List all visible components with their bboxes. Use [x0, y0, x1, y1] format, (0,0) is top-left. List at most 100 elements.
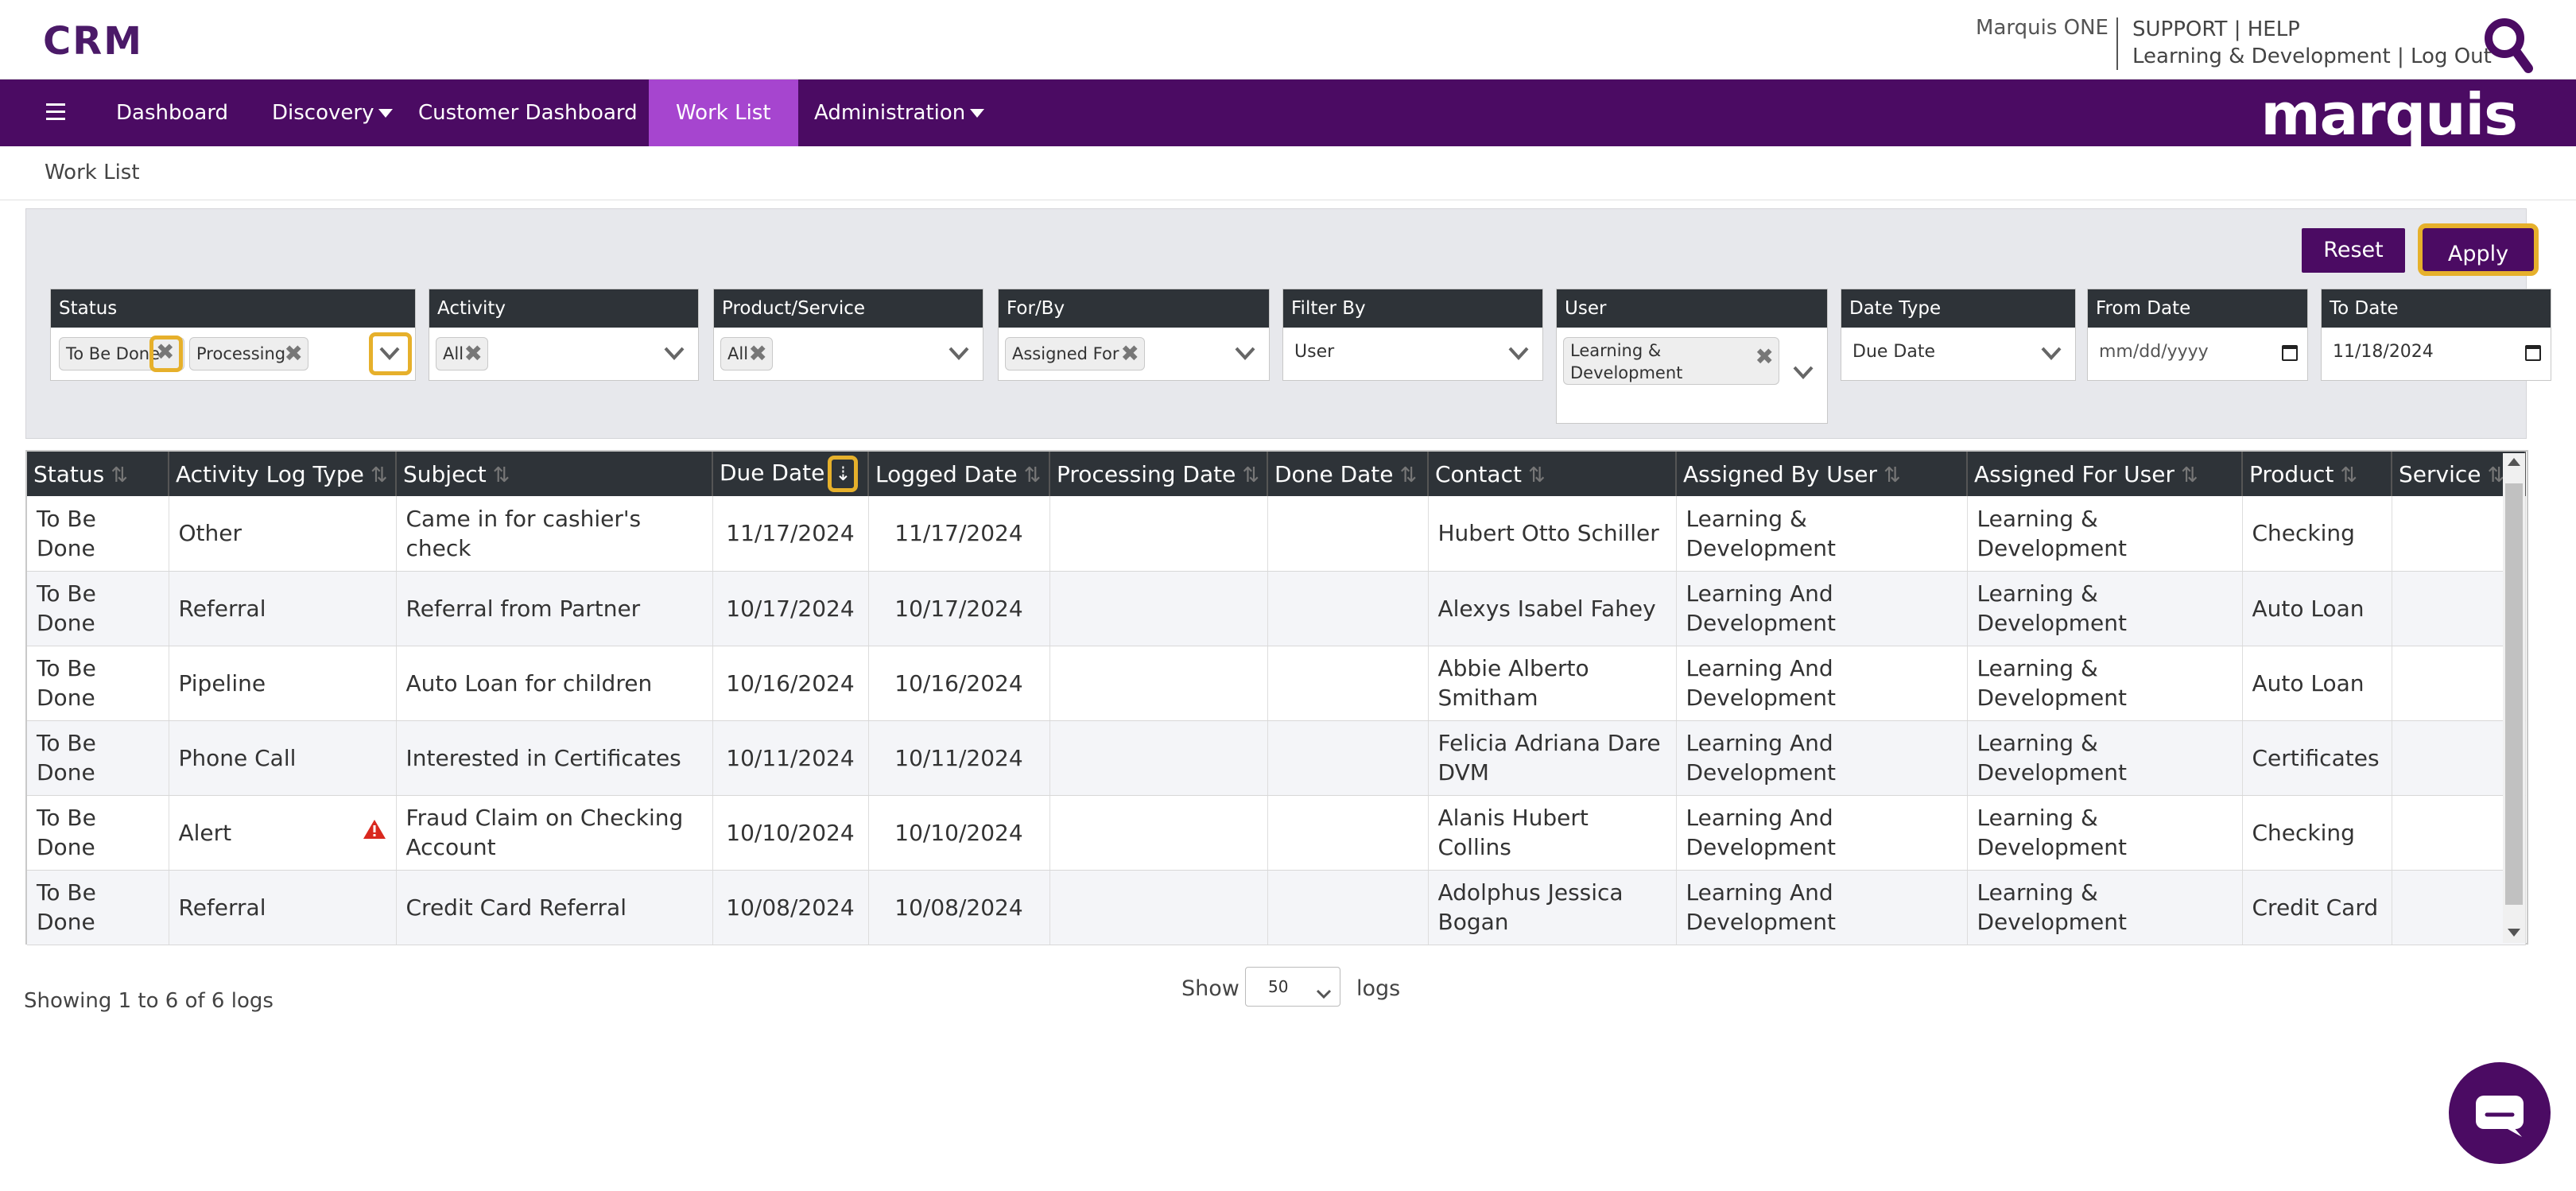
col-label: Done Date	[1274, 460, 1394, 487]
table-scrollbar[interactable]	[2503, 453, 2525, 943]
scroll-down-icon[interactable]	[2508, 929, 2520, 937]
cell-text: Learning & Development	[1977, 655, 2128, 711]
sort-icon[interactable]: ⇅	[370, 463, 388, 487]
for-by-select[interactable]: Assigned For ✖	[999, 328, 1269, 380]
table-row[interactable]: To Be Done Referral Credit Card Referral 10…	[27, 870, 2526, 945]
col-processing-date[interactable]: Processing Date ⇅	[1049, 452, 1268, 496]
chevron-down-icon[interactable]	[1234, 342, 1256, 364]
close-icon[interactable]: ✖	[1120, 340, 1139, 367]
cell-text: Auto Loan	[2252, 669, 2365, 696]
table-row[interactable]: To Be Done Alert Fraud Claim on Checking A…	[27, 795, 2526, 871]
close-icon[interactable]: ✖	[284, 340, 303, 367]
date-type-select[interactable]: Due Date	[1841, 328, 2075, 380]
cell-text: 10/08/2024	[726, 894, 855, 921]
nav-work-list[interactable]: Work List	[649, 80, 798, 146]
col-assigned-by-user[interactable]: Assigned By User ⇅	[1676, 452, 1968, 496]
search-icon[interactable]	[2479, 14, 2535, 75]
nav-dashboard[interactable]: Dashboard	[116, 80, 228, 146]
chevron-down-icon[interactable]	[1792, 361, 1814, 383]
from-date-filter: From Date mm/dd/yyyy	[2087, 289, 2308, 381]
sort-icon[interactable]: ⇅	[1884, 463, 1901, 487]
help-link[interactable]: HELP	[2247, 17, 2300, 41]
table-row[interactable]: To Be Done Phone Call Interested in Certif…	[27, 720, 2526, 796]
cell-text: Learning And Development	[1686, 730, 1837, 786]
cell-subject: Auto Loan for children	[396, 646, 713, 721]
selected-value: Due Date	[1852, 342, 1935, 362]
close-icon[interactable]: ✖	[156, 339, 175, 365]
table-row[interactable]: To Be Done Other Came in for cashier's che…	[27, 496, 2526, 572]
nav-label: Customer Dashboard	[418, 101, 638, 125]
col-activity-log-type[interactable]: Activity Log Type ⇅	[169, 452, 397, 496]
chat-button[interactable]	[2449, 1062, 2551, 1164]
cell-due-date: 10/08/2024	[712, 870, 869, 945]
apply-button[interactable]: Apply	[2418, 223, 2539, 276]
from-date-input[interactable]: mm/dd/yyyy	[2088, 328, 2307, 380]
to-date-input[interactable]: 11/18/2024	[2322, 328, 2551, 380]
sort-icon[interactable]: ⇅	[492, 463, 510, 487]
chevron-down-icon[interactable]	[378, 342, 401, 364]
sort-icon[interactable]: ⇅	[1242, 463, 1260, 487]
scroll-up-icon[interactable]	[2508, 458, 2520, 466]
calendar-icon[interactable]	[2282, 345, 2298, 361]
cell-text: Learning & Development	[1977, 805, 2128, 860]
cell-text: Alexys Isabel Fahey	[1437, 595, 1656, 622]
menu-icon[interactable]	[46, 103, 65, 122]
reset-button[interactable]: Reset	[2302, 228, 2405, 273]
cell-text: Learning & Development	[1977, 730, 2128, 786]
calendar-icon[interactable]	[2525, 345, 2541, 361]
col-logged-date[interactable]: Logged Date ⇅	[868, 452, 1050, 496]
page-size-value: 50	[1268, 977, 1289, 996]
sort-icon[interactable]: ⇅	[2487, 463, 2505, 487]
sort-icon[interactable]: ⇅	[2181, 463, 2198, 487]
cell-contact: Alanis Hubert Collins	[1428, 795, 1677, 871]
chevron-down-icon	[1316, 977, 1332, 1015]
user-link[interactable]: Learning & Development	[2132, 45, 2391, 68]
logout-link[interactable]: Log Out	[2411, 45, 2492, 68]
col-product[interactable]: Product ⇅	[2242, 452, 2392, 496]
col-subject[interactable]: Subject ⇅	[396, 452, 713, 496]
close-icon[interactable]: ✖	[748, 340, 767, 367]
cell-due-date: 10/17/2024	[712, 571, 869, 646]
sort-icon[interactable]: ⇅	[1527, 463, 1546, 487]
cell-contact: Adolphus Jessica Bogan	[1428, 870, 1677, 945]
col-contact[interactable]: Contact ⇅	[1428, 452, 1677, 496]
user-select[interactable]: Learning & Development ✖	[1557, 328, 1827, 423]
filter-by-select[interactable]: User	[1283, 328, 1542, 380]
status-filter: Status To Be Done ✖ Processing ✖	[50, 289, 416, 381]
chevron-down-icon[interactable]	[1507, 342, 1530, 364]
filter-label: User	[1557, 289, 1827, 328]
col-done-date[interactable]: Done Date ⇅	[1267, 452, 1429, 496]
chevron-down-icon[interactable]	[2040, 342, 2062, 364]
close-icon[interactable]: ✖	[1755, 343, 1774, 370]
col-status[interactable]: Status ⇅	[27, 452, 169, 496]
table-row[interactable]: To Be Done Referral Referral from Partner 1…	[27, 571, 2526, 646]
nav-customer-dashboard[interactable]: Customer Dashboard	[418, 80, 638, 146]
sort-desc-icon[interactable]: ⇣	[828, 456, 859, 492]
chevron-down-icon[interactable]	[948, 342, 970, 364]
table-row[interactable]: To Be Done Pipeline Auto Loan for children…	[27, 646, 2526, 721]
status-select[interactable]: To Be Done ✖ Processing ✖	[51, 328, 415, 380]
app-logo[interactable]: CRM	[43, 19, 143, 64]
cell-text: Learning And Development	[1686, 879, 1837, 935]
product-service-select[interactable]: All ✖	[714, 328, 983, 380]
col-due-date[interactable]: Due Date ⇣	[712, 452, 869, 496]
sort-icon[interactable]: ⇅	[2340, 463, 2358, 487]
sort-icon[interactable]: ⇅	[111, 463, 129, 487]
chevron-down-icon[interactable]	[663, 342, 685, 364]
activity-select[interactable]: All ✖	[429, 328, 698, 380]
nav-label: Work List	[676, 101, 771, 125]
page-size-select[interactable]: 50	[1245, 967, 1340, 1007]
sort-icon[interactable]: ⇅	[1023, 463, 1042, 487]
cell-assigned-by: Learning And Development	[1676, 795, 1968, 871]
date-placeholder: mm/dd/yyyy	[2099, 342, 2209, 362]
col-assigned-for-user[interactable]: Assigned For User ⇅	[1967, 452, 2243, 496]
nav-administration[interactable]: Administration	[814, 80, 985, 146]
cell-text: Learning And Development	[1686, 805, 1837, 860]
scroll-thumb[interactable]	[2505, 483, 2523, 905]
support-link[interactable]: SUPPORT	[2132, 17, 2228, 41]
cell-assigned-by: Learning And Development	[1676, 720, 1968, 796]
top-header: CRM Marquis ONE SUPPORT | HELP Learning …	[0, 0, 2576, 80]
nav-discovery[interactable]: Discovery	[272, 80, 394, 146]
close-icon[interactable]: ✖	[464, 340, 483, 367]
sort-icon[interactable]: ⇅	[1399, 463, 1418, 487]
